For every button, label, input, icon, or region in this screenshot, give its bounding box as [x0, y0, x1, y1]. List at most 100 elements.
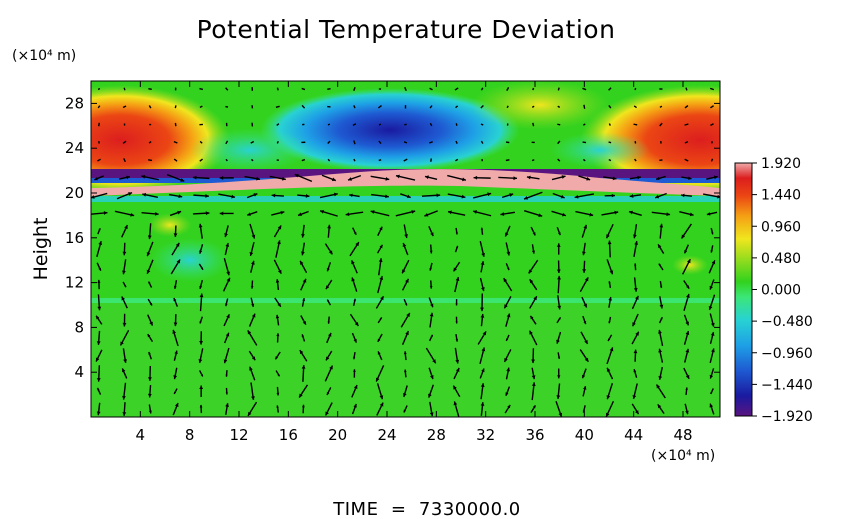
wind-arrow: [582, 87, 587, 91]
wind-arrow: [680, 223, 692, 239]
x-tick-label: 36: [525, 426, 544, 444]
wind-arrow: [683, 280, 690, 290]
y-tick-label: 8: [74, 318, 84, 336]
wind-arrow: [709, 331, 715, 344]
y-tick-label: 20: [65, 184, 84, 202]
wind-arrow: [710, 227, 714, 235]
wind-arrow: [122, 348, 128, 364]
wind-arrow: [452, 385, 461, 398]
wind-arrow: [583, 104, 586, 109]
colorbar: [734, 162, 753, 417]
wind-arrow: [608, 105, 612, 109]
wind-arrow: [658, 316, 663, 324]
wind-arrow: [429, 141, 433, 144]
wind-arrow: [681, 176, 692, 180]
wind-arrow: [94, 175, 104, 181]
wind-arrow: [528, 259, 539, 274]
wind-arrow: [479, 277, 485, 292]
wind-arrow: [141, 211, 159, 216]
wind-arrow: [709, 87, 715, 91]
wind-arrow: [403, 224, 408, 239]
colorbar-ticks: 1.920 1.440 0.960 0.480 0.000 −0.480 −0.960 −1.…: [752, 156, 813, 425]
wind-arrow: [401, 330, 410, 345]
heatmap-field: [91, 81, 720, 417]
wind-arrow: [709, 368, 715, 379]
wind-arrow: [324, 402, 333, 416]
wind-arrow: [503, 296, 512, 309]
wind-arrow: [477, 330, 487, 345]
wind-arrow: [685, 87, 688, 91]
wind-arrow: [395, 210, 416, 217]
wind-arrow: [375, 365, 385, 382]
wind-arrow: [173, 225, 178, 238]
wind-arrow: [501, 193, 514, 199]
wind-arrow: [400, 193, 411, 199]
wind-arrow: [529, 315, 537, 325]
wind-arrow: [634, 158, 637, 162]
wind-arrow: [98, 122, 100, 127]
wind-arrow: [225, 87, 229, 91]
wind-arrow: [505, 313, 511, 327]
wind-arrow: [607, 334, 613, 342]
wind-arrow: [247, 401, 258, 417]
wind-arrow: [375, 295, 385, 309]
wind-arrow: [168, 193, 183, 199]
wind-arrow: [199, 140, 203, 144]
wind-arrow: [148, 141, 152, 144]
wind-arrow: [582, 260, 587, 273]
wind-arrow: [225, 402, 230, 416]
wind-arrow: [557, 87, 560, 91]
wind-arrow: [370, 175, 390, 181]
wind-arrow: [327, 87, 331, 91]
wind-arrow: [275, 370, 281, 377]
wind-arrow: [199, 404, 203, 414]
wind-arrow: [506, 105, 509, 109]
wind-arrow: [273, 225, 282, 238]
wind-arrow: [557, 140, 561, 145]
wind-arrow: [403, 298, 408, 306]
wind-arrow: [657, 243, 665, 255]
wind-arrow: [377, 105, 382, 109]
wind-arrow: [429, 262, 433, 271]
wind-arrow: [198, 370, 204, 377]
wind-arrow: [632, 224, 638, 239]
wind-arrow: [96, 365, 101, 382]
wind-arrow: [480, 140, 484, 144]
wind-arrow: [557, 123, 561, 126]
wind-arrow: [556, 383, 561, 400]
wind-arrow: [294, 173, 313, 183]
colorbar-tick-label: 1.440: [761, 188, 801, 204]
y-axis-ticks: 4 8 12 16 20 24 28: [65, 94, 720, 381]
wind-arrow: [199, 280, 203, 290]
wind-arrow: [607, 240, 612, 258]
wind-arrow: [581, 224, 588, 238]
wind-arrow: [683, 330, 690, 345]
wind-arrow: [142, 192, 159, 198]
wind-arrow: [249, 241, 255, 257]
wind-arrow: [326, 332, 332, 344]
wind-arrow: [472, 192, 492, 199]
wind-arrow: [225, 370, 228, 377]
wind-arrow: [632, 383, 638, 400]
wind-arrow: [608, 158, 612, 162]
wind-arrow: [447, 210, 466, 216]
wind-arrow: [96, 330, 101, 345]
wind-arrow: [122, 281, 127, 288]
wind-arrow: [498, 176, 518, 181]
wind-arrow: [403, 158, 408, 162]
wind-arrow: [223, 347, 230, 364]
wind-arrow: [353, 86, 356, 92]
wind-arrow: [199, 331, 204, 345]
wind-arrow: [505, 263, 510, 271]
wind-arrow: [531, 348, 536, 364]
wind-arrow: [271, 193, 284, 198]
wind-arrow: [657, 403, 665, 415]
yellow-patch-right: [672, 255, 708, 275]
wind-arrow: [709, 313, 715, 327]
wind-arrow: [97, 228, 101, 235]
wind-arrow: [631, 295, 639, 310]
wind-arrow: [428, 367, 434, 380]
wind-arrow: [324, 365, 334, 382]
wind-arrow: [710, 105, 714, 109]
wind-arrow: [377, 275, 384, 294]
